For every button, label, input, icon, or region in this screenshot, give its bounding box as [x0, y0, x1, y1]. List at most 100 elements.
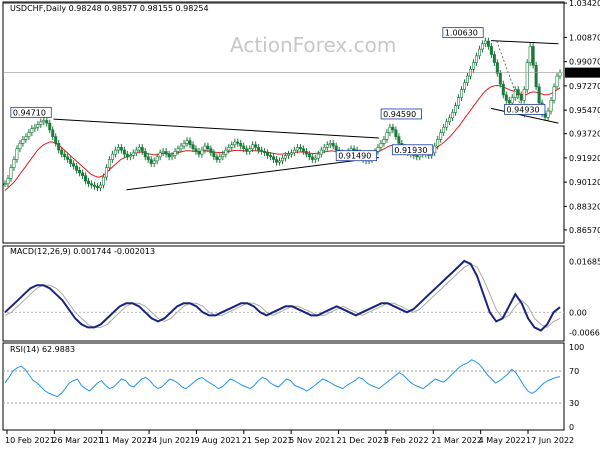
price-candle [119, 147, 123, 151]
price-candle [382, 139, 386, 144]
price-candle [134, 149, 138, 154]
price-candle [331, 143, 335, 147]
price-candle [525, 62, 529, 90]
price-candle [78, 169, 82, 174]
price-candle [471, 62, 475, 70]
price-candle [164, 151, 168, 155]
price-candle [537, 86, 541, 104]
price-candle [298, 147, 302, 150]
price-candle [242, 145, 246, 150]
price-candle [48, 122, 52, 131]
price-candle [251, 144, 255, 150]
price-candle [415, 155, 419, 158]
annotation-box [380, 108, 422, 120]
price-candle [104, 167, 108, 178]
price-candle [269, 155, 273, 158]
x-tick-label: 21 Sep 2021 [242, 436, 293, 445]
price-candle [498, 73, 502, 85]
price-candle [495, 62, 499, 74]
price-candle [439, 132, 443, 140]
y-tick-label: 0.95470 [569, 106, 600, 115]
price-candle [301, 148, 305, 152]
price-candle [6, 178, 10, 185]
rsi-y-tick-label: 30 [569, 399, 579, 408]
macd-y-tick-label: 0.00 [569, 308, 587, 317]
price-candle [433, 145, 437, 154]
price-candle [385, 132, 389, 140]
price-series-layer [3, 37, 562, 192]
macd-y-tick-label: 0.016856 [569, 257, 600, 266]
price-candle [230, 144, 234, 148]
price-candle [113, 149, 117, 155]
x-tick-label: 3 Feb 2022 [384, 436, 429, 445]
price-candle [263, 151, 267, 154]
annotation-box [391, 144, 434, 156]
price-candle [98, 184, 102, 189]
price-candle [21, 139, 25, 144]
price-panel-frame [2, 1, 565, 244]
annotation-label: 0.94590 [383, 110, 416, 119]
price-candle [93, 184, 97, 187]
price-candle [283, 155, 287, 159]
annotation-label: 0.91490 [338, 152, 371, 161]
price-candle [501, 83, 505, 96]
y-tick-label: 1.00870 [569, 33, 600, 42]
x-tick-label: 10 Feb 2021 [5, 436, 55, 445]
price-candle [116, 147, 120, 151]
price-candle [239, 143, 243, 147]
annotation-label: 0.94930 [507, 105, 540, 114]
price-candle [96, 186, 100, 189]
x-tick-label: 17 Jun 2022 [526, 436, 574, 445]
annotation-label: 0.94710 [13, 108, 46, 117]
price-candle [510, 97, 514, 104]
price-candle [257, 147, 261, 151]
price-candle [212, 152, 216, 158]
macd-line [4, 259, 561, 332]
price-candle [221, 153, 225, 158]
price-candle [436, 139, 440, 147]
price-candle [3, 183, 7, 186]
y-tick-label: 0.93720 [569, 130, 600, 139]
price-candle [179, 145, 183, 150]
y-tick-label: 0.88320 [569, 202, 600, 211]
price-candle [131, 152, 135, 156]
price-candle [248, 148, 252, 152]
price-candle [209, 148, 213, 154]
price-candle [233, 141, 237, 146]
price-candle [27, 132, 31, 137]
price-candle [200, 149, 204, 155]
x-tick-label: 4 May 2022 [479, 436, 526, 445]
price-candle [313, 157, 317, 160]
price-candle [442, 126, 446, 133]
price-candle [477, 48, 481, 57]
price-candle [197, 151, 201, 155]
price-candle [18, 143, 22, 150]
price-y-axis: 1.03420 1.00870 0.99070 0.97270 0.95470 0.937… [3, 0, 600, 235]
price-candle [463, 82, 467, 90]
price-candle [137, 147, 141, 151]
price-candle [483, 40, 487, 45]
price-candle [304, 151, 308, 155]
macd-y-tick-label: -0.006629 [569, 328, 600, 337]
price-candle [507, 99, 511, 104]
price-candle [63, 153, 67, 158]
trendline [53, 118, 379, 139]
price-candle [328, 143, 332, 146]
price-candle [534, 64, 538, 88]
price-candle [101, 176, 105, 186]
price-candle [516, 89, 520, 96]
price-candle [149, 159, 153, 164]
price-candle [182, 143, 186, 147]
price-candle [227, 147, 231, 151]
price-candle [155, 156, 159, 162]
price-candle [486, 40, 490, 47]
price-candle [295, 147, 299, 151]
price-candle [158, 152, 162, 158]
price-candle [170, 155, 174, 158]
price-candle [492, 54, 496, 63]
macd-label: MACD(12,26,9) 0.001744 -0.002013 [10, 247, 155, 256]
price-candle [448, 117, 452, 123]
current-price-tag [565, 67, 600, 78]
price-candle [215, 156, 219, 160]
price-candle [203, 145, 207, 151]
